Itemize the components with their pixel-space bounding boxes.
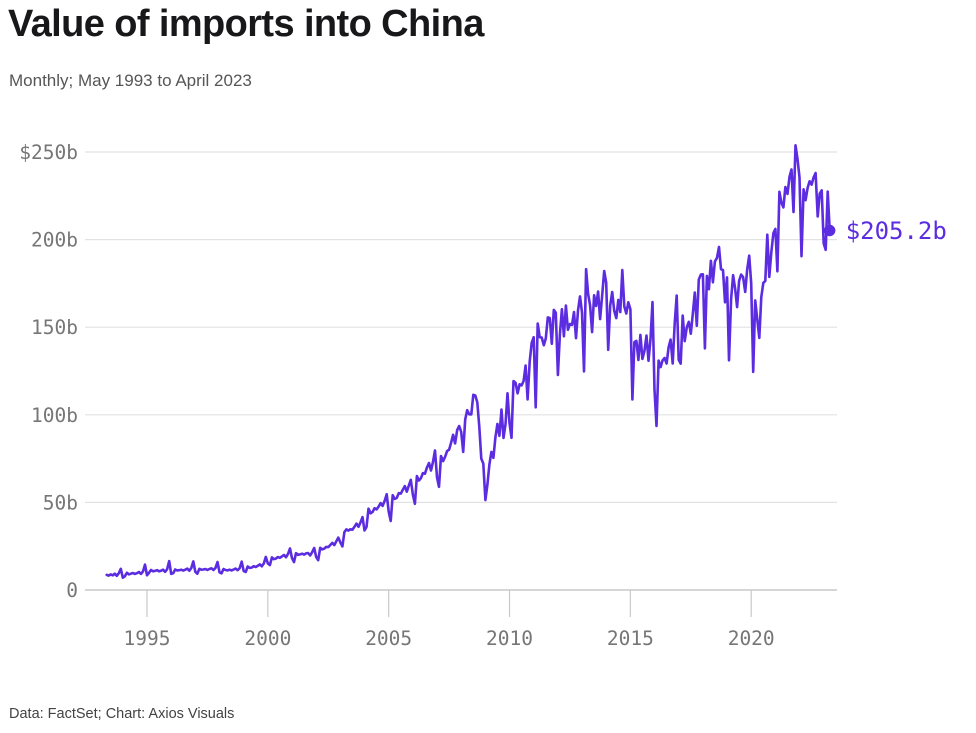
- end-value-label: $205.2b: [846, 217, 947, 245]
- y-tick-label: 150b: [31, 316, 78, 339]
- source-credit: Data: FactSet; Chart: Axios Visuals: [9, 706, 235, 722]
- imports-line: [105, 144, 831, 579]
- x-tick-label: 1995: [124, 627, 171, 650]
- chart-subtitle: Monthly; May 1993 to April 2023: [9, 71, 252, 90]
- y-tick-label: $250b: [19, 141, 78, 164]
- x-tick-label: 2010: [486, 627, 533, 650]
- chart-title: Value of imports into China: [8, 3, 484, 45]
- end-dot: [824, 224, 836, 237]
- y-tick-label: 100b: [31, 404, 78, 427]
- x-tick-label: 2000: [244, 627, 291, 650]
- y-tick-label: 200b: [31, 229, 78, 252]
- x-tick-label: 2020: [728, 627, 775, 650]
- y-tick-label: 0: [66, 579, 78, 602]
- x-tick-label: 2005: [365, 627, 412, 650]
- y-tick-label: 50b: [43, 491, 78, 514]
- x-tick-label: 2015: [607, 627, 654, 650]
